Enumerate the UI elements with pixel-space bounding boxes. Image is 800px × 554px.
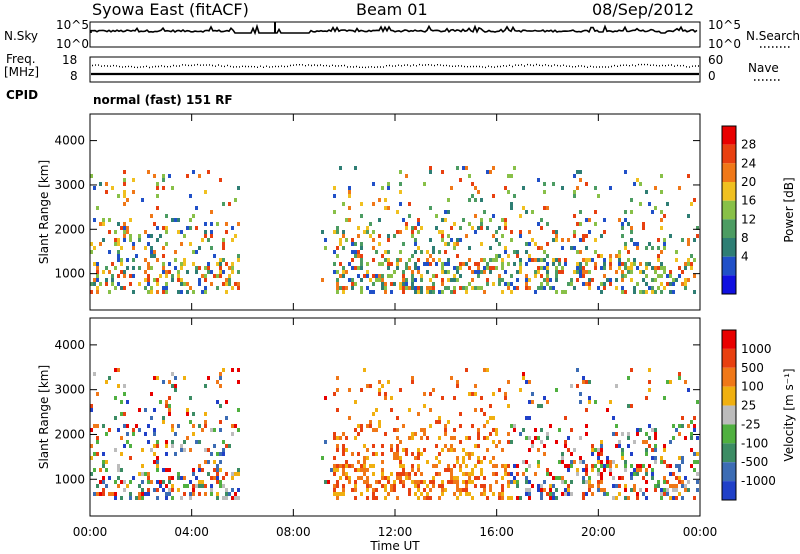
power-colorbar-segment bbox=[722, 182, 736, 201]
power-colorbar-segment bbox=[722, 256, 736, 276]
nsearch-label: N.Search bbox=[746, 29, 800, 43]
velocity-ytick-label-3: 4000 bbox=[54, 338, 85, 352]
velocity-colorbar-tick-2: 100 bbox=[741, 380, 764, 394]
xtick-label-5: 20:00 bbox=[581, 525, 616, 539]
xtick-label-1: 04:00 bbox=[174, 525, 209, 539]
velocity-colorbar-frame bbox=[721, 329, 737, 501]
xtick-label-6: 00:00 bbox=[683, 525, 718, 539]
xtick-label-0: 00:00 bbox=[73, 525, 108, 539]
power-colorbar-segment bbox=[722, 126, 736, 145]
freq-panel-frame bbox=[89, 56, 701, 83]
power-colorbar-segment bbox=[722, 200, 736, 220]
power-ytick-label-1: 2000 bbox=[54, 222, 85, 236]
power-colorbar-tick-5: 8 bbox=[741, 231, 749, 245]
velocity-colorbar-tick-5: -100 bbox=[741, 436, 768, 450]
cpid-label: CPID bbox=[6, 88, 39, 102]
power-colorbar-frame bbox=[721, 125, 737, 295]
power-plot-area bbox=[90, 114, 700, 310]
beam-title: Beam 01 bbox=[356, 0, 428, 19]
power-colorbar-segment bbox=[722, 219, 736, 238]
power-ylabel: Slant Range [km] bbox=[37, 160, 51, 264]
velocity-ytick-label-2: 3000 bbox=[54, 383, 85, 397]
nsky-tick-top: 10^5 bbox=[56, 18, 89, 32]
power-heatmap-cells bbox=[90, 166, 699, 294]
velocity-colorbar-segment bbox=[722, 367, 736, 387]
nave-label: Nave bbox=[748, 61, 779, 75]
velocity-colorbar-segment bbox=[722, 386, 736, 406]
nsearch-tick-bottom: 10^0 bbox=[708, 37, 741, 51]
power-colorbar-segment bbox=[722, 163, 736, 182]
velocity-colorbar-tick-0: 1000 bbox=[741, 342, 772, 356]
power-colorbar-tick-3: 16 bbox=[741, 194, 756, 208]
velocity-ytick-label-1: 2000 bbox=[54, 427, 85, 441]
power-ytick-label-3: 4000 bbox=[54, 134, 85, 148]
power-colorbar-tick-6: 4 bbox=[741, 250, 749, 264]
power-ytick-label-0: 1000 bbox=[54, 267, 85, 281]
velocity-colorbar-segment bbox=[722, 481, 736, 500]
freq-tick-bottom: 8 bbox=[70, 69, 78, 83]
power-colorbar-tick-2: 20 bbox=[741, 175, 756, 189]
xtick-label-2: 08:00 bbox=[276, 525, 311, 539]
xlabel: Time UT bbox=[369, 539, 420, 553]
xtick-label-3: 12:00 bbox=[378, 525, 413, 539]
nsky-label: N.Sky bbox=[4, 29, 39, 43]
nave-tick-top: 60 bbox=[708, 53, 724, 67]
power-colorbar-tick-0: 28 bbox=[741, 138, 756, 152]
velocity-colorbar-tick-6: -500 bbox=[741, 455, 768, 469]
velocity-colorbar-label: Velocity [m s⁻¹] bbox=[782, 368, 796, 461]
velocity-colorbar-segment bbox=[722, 348, 736, 368]
nsky-trace bbox=[90, 23, 698, 36]
freq-unit: [MHz] bbox=[4, 65, 40, 79]
velocity-colorbar-tick-4: -25 bbox=[741, 417, 761, 431]
power-colorbar-label: Power [dB] bbox=[782, 177, 796, 242]
velocity-colorbar-segment bbox=[722, 424, 736, 444]
power-colorbar-segment bbox=[722, 275, 736, 294]
station-title: Syowa East (fitACF) bbox=[92, 0, 249, 19]
power-colorbar-tick-4: 12 bbox=[741, 212, 756, 226]
power-colorbar-segment bbox=[722, 238, 736, 257]
nave-tick-bottom: 0 bbox=[708, 69, 716, 83]
nsky-panel-frame bbox=[89, 21, 701, 48]
nave-trace bbox=[92, 63, 699, 69]
velocity-colorbar-tick-1: 500 bbox=[741, 361, 764, 375]
velocity-colorbar-segment bbox=[722, 443, 736, 463]
velocity-colorbar-segment bbox=[722, 462, 736, 482]
nsky-tick-bottom: 10^0 bbox=[56, 37, 89, 51]
freq-tick-top: 18 bbox=[62, 53, 78, 67]
velocity-ytick-label-0: 1000 bbox=[54, 472, 85, 486]
velocity-colorbar-tick-3: 25 bbox=[741, 399, 756, 413]
date-title: 08/Sep/2012 bbox=[592, 0, 695, 19]
xtick-label-4: 16:00 bbox=[479, 525, 514, 539]
velocity-colorbar-segment bbox=[722, 405, 736, 425]
velocity-colorbar-segment bbox=[722, 330, 736, 349]
cpid-value: normal (fast) 151 RF bbox=[93, 93, 233, 107]
nsearch-tick-top: 10^5 bbox=[708, 18, 741, 32]
freq-label: Freq. bbox=[6, 52, 36, 66]
velocity-colorbar-tick-7: -1000 bbox=[741, 474, 776, 488]
power-colorbar-segment bbox=[722, 144, 736, 164]
power-colorbar-tick-1: 24 bbox=[741, 156, 756, 170]
power-ytick-label-2: 3000 bbox=[54, 178, 85, 192]
velocity-ylabel: Slant Range [km] bbox=[37, 365, 51, 469]
velocity-heatmap-cells bbox=[90, 368, 699, 500]
